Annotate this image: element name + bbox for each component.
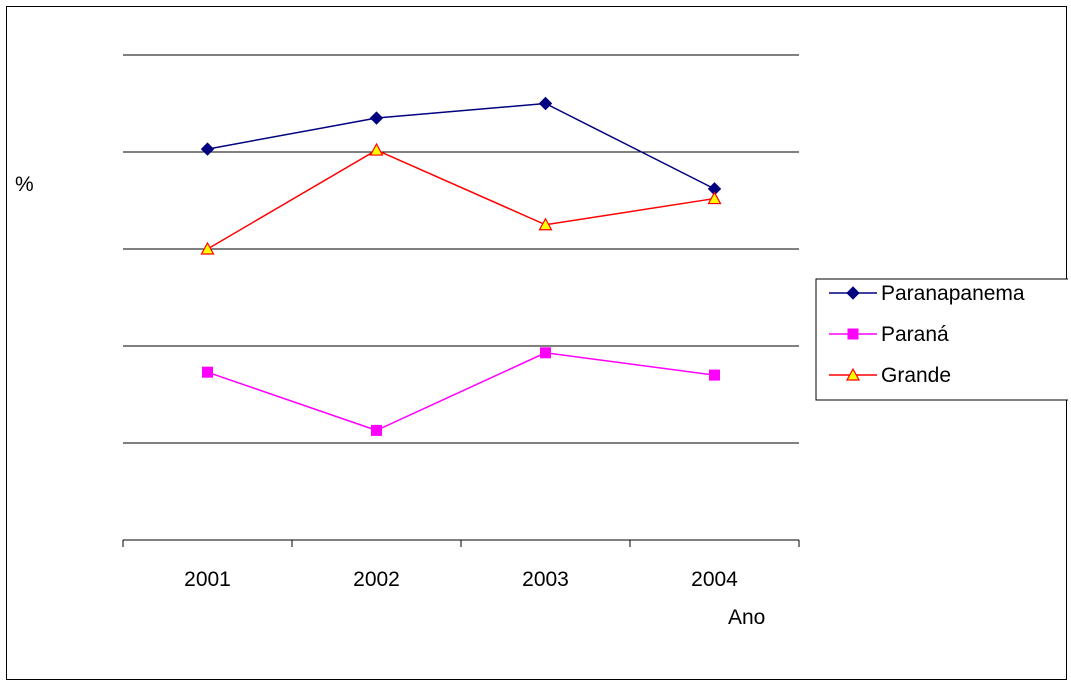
- legend-marker: [845, 367, 861, 381]
- data-point-marker: [538, 217, 553, 231]
- legend: Paranapanema Paraná Grande: [815, 278, 1068, 401]
- series-line: [207, 352, 715, 432]
- x-axis: 2001 2002 2003 2004: [122, 539, 800, 591]
- x-tick-label: 2004: [691, 568, 738, 591]
- legend-label: Paraná: [881, 323, 949, 346]
- data-point-marker: [707, 191, 722, 205]
- x-axis-label: Ano: [728, 606, 765, 629]
- chart-frame: 2001 2002 2003 2004 % Ano Paranapanema Paran…: [6, 6, 1068, 680]
- series-lines: [200, 96, 722, 436]
- series-line: [207, 149, 715, 250]
- x-tick-label: 2002: [353, 568, 400, 591]
- data-point-marker: [369, 142, 384, 156]
- line-chart: 2001 2002 2003 2004 % Ano ParanapanemaParan…: [15, 54, 1068, 629]
- legend-marker: [847, 328, 859, 340]
- x-tick-label: 2001: [184, 568, 231, 591]
- legend-label: Grande: [881, 364, 951, 387]
- x-tick-label: 2003: [522, 568, 569, 591]
- data-point-marker: [200, 241, 215, 255]
- y-axis-label: %: [15, 173, 34, 196]
- data-point-marker: [538, 96, 553, 111]
- series-2: [200, 142, 722, 255]
- legend-label: Paranapanema: [881, 282, 1025, 305]
- series-line: [207, 102, 715, 190]
- series-1: [202, 347, 720, 436]
- data-point-marker: [709, 369, 720, 381]
- data-point-marker: [200, 142, 215, 156]
- series-0: [200, 96, 722, 196]
- data-point-marker: [369, 111, 384, 125]
- data-point-marker: [202, 366, 213, 378]
- gridlines: [123, 54, 799, 444]
- data-point-marker: [540, 347, 551, 359]
- legend-marker: [846, 286, 860, 300]
- data-point-marker: [371, 424, 382, 436]
